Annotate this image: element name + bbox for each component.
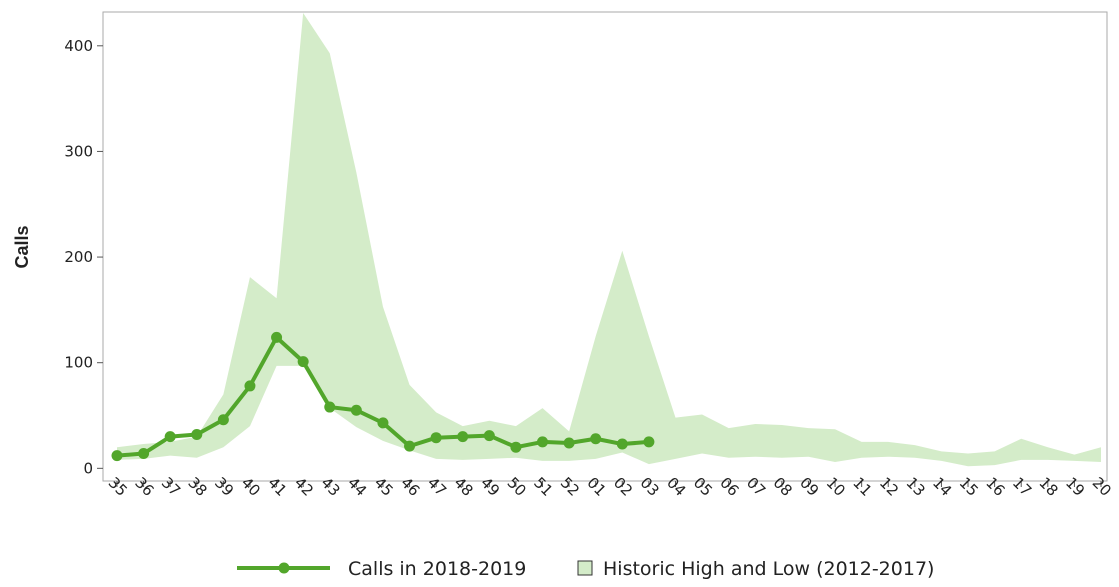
- x-tick-label: 05: [690, 474, 716, 500]
- x-tick-label: 08: [770, 474, 796, 500]
- x-tick-label: 40: [238, 474, 264, 500]
- point: [430, 432, 442, 444]
- x-tick-label: 11: [849, 474, 875, 500]
- x-tick-label: 52: [557, 474, 583, 500]
- x-tick-label: 16: [982, 474, 1008, 500]
- band-area: [117, 13, 1101, 467]
- legend-label: Historic High and Low (2012-2017): [603, 558, 934, 580]
- point: [457, 431, 469, 443]
- point: [590, 433, 602, 445]
- x-tick-label: 01: [583, 474, 609, 500]
- x-tick-label: 02: [610, 474, 636, 500]
- point: [191, 429, 203, 441]
- y-tick-label: 0: [83, 459, 93, 477]
- x-tick-label: 45: [371, 474, 397, 500]
- x-tick-label: 46: [397, 474, 423, 500]
- x-tick-label: 41: [264, 474, 290, 500]
- point: [643, 436, 655, 448]
- x-tick-label: 51: [530, 474, 556, 500]
- x-tick-label: 43: [317, 474, 343, 500]
- point: [271, 331, 283, 343]
- point: [563, 437, 575, 449]
- point: [297, 356, 309, 368]
- x-tick-label: 06: [716, 474, 742, 500]
- legend-label: Calls in 2018-2019: [348, 558, 526, 580]
- y-tick-label: 400: [64, 37, 93, 55]
- x-tick-label: 04: [663, 474, 689, 500]
- x-tick-label: 39: [211, 474, 237, 500]
- y-tick-label: 100: [64, 354, 93, 372]
- x-tick-label: 12: [876, 474, 902, 500]
- point: [244, 380, 256, 392]
- point: [510, 441, 522, 453]
- x-tick-label: 47: [424, 474, 450, 500]
- x-tick-label: 15: [956, 474, 982, 500]
- x-tick-label: 50: [504, 474, 530, 500]
- point: [350, 404, 362, 416]
- legend-marker: [278, 562, 290, 574]
- x-tick-label: 14: [929, 474, 955, 500]
- x-tick-label: 49: [477, 474, 503, 500]
- y-axis-label: Calls: [12, 225, 32, 268]
- point: [164, 431, 176, 443]
- y-tick-label: 200: [64, 248, 93, 266]
- point: [483, 430, 495, 442]
- x-tick-label: 10: [823, 474, 849, 500]
- x-tick-label: 44: [344, 474, 370, 500]
- x-tick-label: 19: [1062, 474, 1088, 500]
- x-tick-label: 37: [158, 474, 184, 500]
- point: [111, 450, 123, 462]
- x-tick-label: 36: [131, 474, 157, 500]
- point: [404, 440, 416, 452]
- x-tick-label: 18: [1035, 474, 1061, 500]
- x-tick-label: 20: [1089, 474, 1115, 500]
- point: [537, 436, 549, 448]
- x-tick-label: 38: [184, 474, 210, 500]
- point: [377, 417, 389, 429]
- x-tick-label: 17: [1009, 474, 1035, 500]
- legend-swatch: [577, 560, 593, 576]
- point: [138, 448, 150, 460]
- x-tick-label: 09: [796, 474, 822, 500]
- point: [616, 438, 628, 450]
- x-tick-label: 35: [105, 474, 131, 500]
- y-tick-label: 300: [64, 142, 93, 160]
- x-tick-label: 03: [637, 474, 663, 500]
- x-tick-label: 48: [450, 474, 476, 500]
- x-tick-label: 13: [903, 474, 929, 500]
- plot-frame: [102, 11, 1108, 482]
- x-tick-label: 07: [743, 474, 769, 500]
- x-tick-label: 42: [291, 474, 317, 500]
- point: [324, 401, 336, 413]
- point: [217, 414, 229, 426]
